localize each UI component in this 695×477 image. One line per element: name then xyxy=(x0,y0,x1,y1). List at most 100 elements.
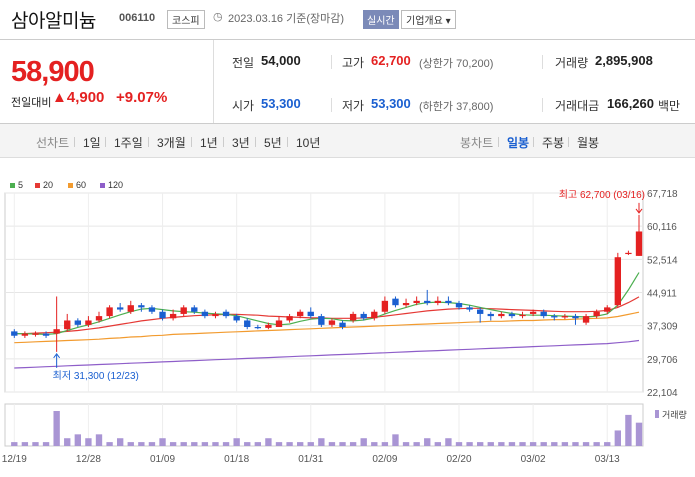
market-badge: 코스피 xyxy=(167,10,205,29)
volume-bar xyxy=(180,442,187,446)
volume-bar xyxy=(572,442,579,446)
volume-bar xyxy=(625,414,632,446)
divider xyxy=(498,137,499,147)
volume-bar xyxy=(593,442,600,446)
ma60-line xyxy=(14,311,640,344)
chart-tab-bar: 선차트 1일 1주일 3개월 1년 3년 5년 10년 봉차트 일봉 주봉 월봉 xyxy=(0,124,695,158)
tab-1w[interactable]: 1주일 xyxy=(114,136,143,150)
candle-body xyxy=(212,313,219,317)
volume-bar xyxy=(95,434,103,446)
volume-bars: 거래량 xyxy=(11,409,687,446)
divider xyxy=(148,137,149,147)
moving-average-lines xyxy=(14,272,640,369)
legend-swatch xyxy=(10,183,15,189)
candle-body xyxy=(561,316,569,318)
y-tick-label: 37,309 xyxy=(647,322,678,333)
volume-bar xyxy=(53,411,60,446)
volume-bar xyxy=(74,434,81,446)
volume-bar xyxy=(614,430,621,446)
candle-body xyxy=(339,322,346,328)
divider xyxy=(542,98,543,112)
amount-value: 166,260 xyxy=(607,96,654,111)
high-annotation: 최고 62,700 (03/16) xyxy=(559,189,645,201)
volume-bar xyxy=(519,442,526,446)
x-tick-label: 02/09 xyxy=(372,454,397,465)
candle-chart-title: 봉차트 xyxy=(460,136,494,150)
candle-body xyxy=(286,316,293,321)
realtime-button[interactable]: 실시간 xyxy=(363,10,399,29)
divider xyxy=(533,137,534,147)
tab-monthly[interactable]: 월봉 xyxy=(577,136,600,150)
candle-body xyxy=(604,307,611,312)
divider xyxy=(287,137,288,147)
candle-body xyxy=(635,231,643,256)
legend-label: 60 xyxy=(76,180,87,190)
x-tick-label: 12/28 xyxy=(76,454,101,465)
company-info-button[interactable]: 기업개요 ▾ xyxy=(401,10,456,29)
volume-bar xyxy=(582,442,590,446)
y-tick-label: 22,104 xyxy=(647,388,678,399)
tab-weekly[interactable]: 주봉 xyxy=(542,136,565,150)
candle-body xyxy=(455,303,463,308)
high-arrowhead xyxy=(635,208,643,214)
amount-unit: 백만 xyxy=(658,99,681,113)
legend-label: 20 xyxy=(43,180,54,190)
candle-body xyxy=(275,320,283,328)
legend-ma5: 5 xyxy=(10,180,23,190)
divider xyxy=(0,39,695,40)
line-chart-title: 선차트 xyxy=(36,136,70,150)
legend-ma120: 120 xyxy=(100,180,123,190)
volume-bar xyxy=(551,442,558,446)
tab-5y[interactable]: 5년 xyxy=(264,136,282,150)
tab-daily[interactable]: 일봉 xyxy=(507,136,530,150)
x-tick-label: 03/13 xyxy=(595,454,620,465)
x-tick-label: 01/31 xyxy=(298,454,323,465)
prev-close-label: 전일 xyxy=(232,56,255,70)
volume-bar xyxy=(360,438,367,446)
candle-body xyxy=(487,313,494,317)
candle-body xyxy=(254,327,261,329)
volume-bar xyxy=(529,442,537,446)
candle-body xyxy=(529,311,537,314)
candle-body xyxy=(201,311,209,317)
low-value: 53,300 xyxy=(371,96,411,111)
stock-name: 삼아알미늄 xyxy=(11,11,96,32)
candle-body xyxy=(53,329,60,334)
volume-bar xyxy=(561,442,569,446)
divider xyxy=(331,55,332,69)
candle-body xyxy=(74,320,81,325)
volume-bar xyxy=(445,438,452,446)
candle-body xyxy=(424,300,431,304)
candle-body xyxy=(371,311,378,319)
clock-icon: ◷ xyxy=(213,11,223,23)
volume-bar xyxy=(339,442,346,446)
x-tick-label: 02/20 xyxy=(446,454,471,465)
tab-10y[interactable]: 10년 xyxy=(296,136,321,150)
divider xyxy=(542,55,543,69)
volume-bar xyxy=(191,442,198,446)
volume-bar xyxy=(392,434,399,446)
candle-body xyxy=(233,316,240,321)
stock-code: 006110 xyxy=(119,12,156,24)
candle-body xyxy=(222,311,230,317)
volume-bar xyxy=(138,442,145,446)
tab-3m[interactable]: 3개월 xyxy=(157,136,186,150)
legend-ma20: 20 xyxy=(35,180,53,190)
tab-1y[interactable]: 1년 xyxy=(200,136,218,150)
candle-body xyxy=(95,316,103,321)
candle-body xyxy=(477,309,484,314)
volume-bar xyxy=(498,442,505,446)
tab-1d[interactable]: 1일 xyxy=(83,136,101,150)
volume-bar xyxy=(42,442,50,446)
low-annotation: 최저 31,300 (12/23) xyxy=(53,370,139,382)
volume-bar xyxy=(212,442,219,446)
tab-3y[interactable]: 3년 xyxy=(232,136,250,150)
low-label: 저가 xyxy=(342,99,365,113)
header-bar xyxy=(0,0,695,38)
volume-bar xyxy=(32,442,39,446)
price-chart[interactable]: 67,718 60,116 52,514 44,911 37,309 29,706 22,1… xyxy=(0,160,695,477)
candle-body xyxy=(21,333,29,336)
candle-body xyxy=(117,307,124,310)
current-price: 58,900 xyxy=(11,56,95,88)
volume-bar xyxy=(148,442,156,446)
